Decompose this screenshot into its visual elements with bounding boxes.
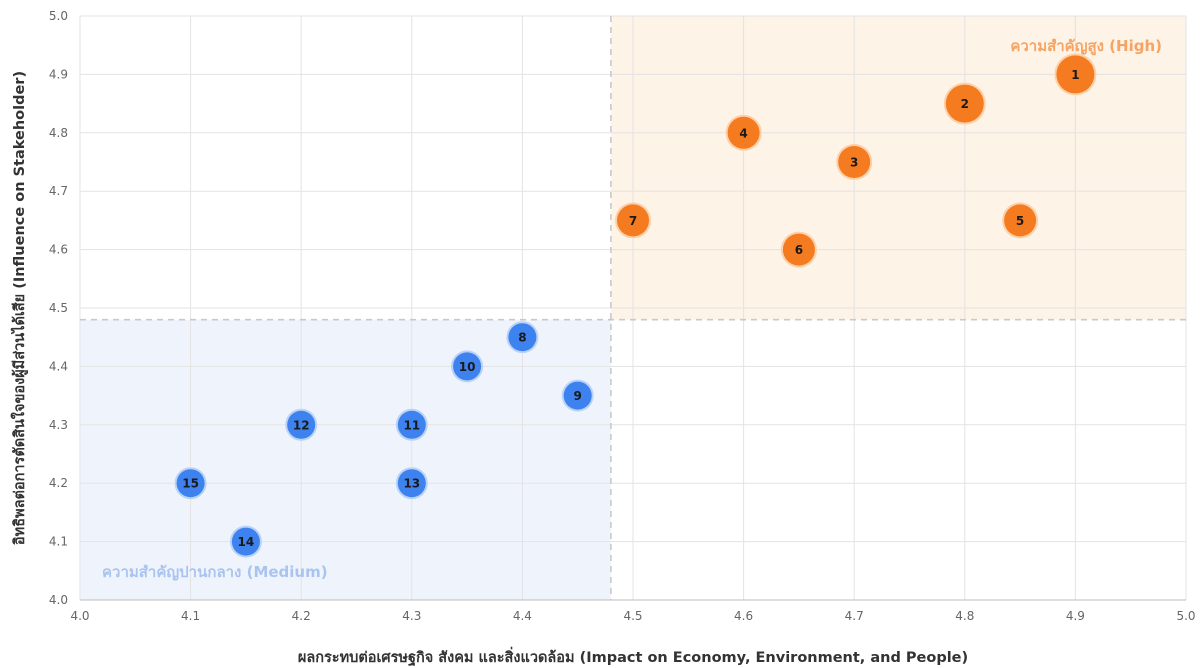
x-axis-title: ผลกระทบต่อเศรษฐกิจ สังคม และสิ่งแวดล้อม … <box>298 646 968 667</box>
data-point-label: 6 <box>795 243 803 257</box>
data-point-8: 8 <box>506 321 539 354</box>
data-point-3: 3 <box>836 144 873 180</box>
data-point-5: 5 <box>1002 202 1039 239</box>
y-tick-label: 4.7 <box>49 184 68 198</box>
y-tick-label: 4.5 <box>49 301 68 315</box>
data-point-marker <box>453 352 482 381</box>
zone-label-medium: ความสำคัญปานกลาง (Medium) <box>102 563 328 581</box>
y-tick-label: 4.1 <box>49 535 68 549</box>
data-point-marker <box>945 84 984 123</box>
x-tick-label: 4.7 <box>845 609 864 623</box>
x-tick-label: 4.5 <box>623 609 642 623</box>
data-point-label: 10 <box>459 360 476 374</box>
y-tick-label: 4.0 <box>49 593 68 607</box>
data-point-13: 13 <box>395 467 428 500</box>
data-point-marker <box>397 410 426 439</box>
data-point-9: 9 <box>561 379 594 412</box>
data-point-label: 3 <box>850 156 858 170</box>
y-axis-title: อิทธิพลต่อการตัดสินใจของผู้มีส่วนได้เสีย… <box>10 71 28 545</box>
x-tick-label: 4.6 <box>734 609 753 623</box>
data-point-marker <box>176 469 205 498</box>
data-point-label: 11 <box>403 418 420 432</box>
x-tick-labels: 4.0 4.1 4.2 4.3 4.4 4.5 4.6 4.7 4.8 4.9 5.0 <box>70 609 1195 623</box>
data-point-label: 13 <box>403 477 420 491</box>
data-point-label: 5 <box>1016 214 1024 228</box>
x-tick-label: 4.2 <box>292 609 311 623</box>
data-point-6: 6 <box>780 231 817 268</box>
zone-area-0 <box>610 16 1186 320</box>
data-point-10: 10 <box>451 350 484 383</box>
data-point-label: 14 <box>238 535 255 549</box>
data-point-15: 15 <box>174 467 207 500</box>
data-point-14: 14 <box>229 525 262 558</box>
data-point-1: 1 <box>1054 53 1097 96</box>
data-point-7: 7 <box>615 202 651 239</box>
x-tick-label: 5.0 <box>1176 609 1195 623</box>
data-point-4: 4 <box>725 114 762 151</box>
zone-label-high: ความสำคัญสูง (High) <box>1010 37 1162 56</box>
x-tick-label: 4.8 <box>955 609 974 623</box>
zone-labels: ความสำคัญสูง (High) ความสำคัญปานกลาง (Med… <box>102 37 1162 581</box>
threshold-layer <box>80 16 1186 600</box>
grid-layer <box>79 15 1187 601</box>
data-point-label: 8 <box>518 331 526 345</box>
data-point-marker <box>1004 204 1037 237</box>
y-tick-label: 4.9 <box>49 67 68 81</box>
data-point-marker <box>231 527 260 556</box>
data-point-marker <box>727 116 760 149</box>
x-tick-label: 4.4 <box>513 609 532 623</box>
data-point-label: 9 <box>574 389 582 403</box>
x-tick-label: 4.0 <box>70 609 89 623</box>
data-point-label: 2 <box>961 97 969 111</box>
y-tick-label: 4.2 <box>49 476 68 490</box>
data-point-marker <box>782 233 815 266</box>
data-point-marker <box>397 469 426 498</box>
y-tick-label: 5.0 <box>49 9 68 23</box>
data-point-label: 7 <box>629 214 637 228</box>
data-point-12: 12 <box>285 408 318 441</box>
data-point-label: 12 <box>293 418 310 432</box>
data-point-2: 2 <box>943 82 986 125</box>
y-tick-labels: 4.0 4.1 4.2 4.3 4.4 4.5 4.6 4.7 4.8 4.9 5.0 <box>49 9 68 607</box>
y-tick-label: 4.3 <box>49 418 68 432</box>
y-tick-label: 4.4 <box>49 359 68 373</box>
y-tick-label: 4.8 <box>49 126 68 140</box>
zone-area-1 <box>80 319 611 600</box>
data-point-marker <box>563 381 592 410</box>
x-tick-label: 4.3 <box>402 609 421 623</box>
y-tick-label: 4.6 <box>49 243 68 257</box>
data-point-marker <box>617 204 649 237</box>
data-point-label: 1 <box>1071 68 1079 82</box>
x-tick-label: 4.9 <box>1066 609 1085 623</box>
data-point-label: 4 <box>739 126 747 140</box>
data-point-marker <box>838 146 871 178</box>
data-point-marker <box>1056 55 1095 94</box>
data-point-label: 15 <box>182 477 199 491</box>
data-point-11: 11 <box>395 408 428 441</box>
data-point-marker <box>508 323 537 352</box>
data-point-marker <box>287 410 316 439</box>
x-tick-label: 4.1 <box>181 609 200 623</box>
